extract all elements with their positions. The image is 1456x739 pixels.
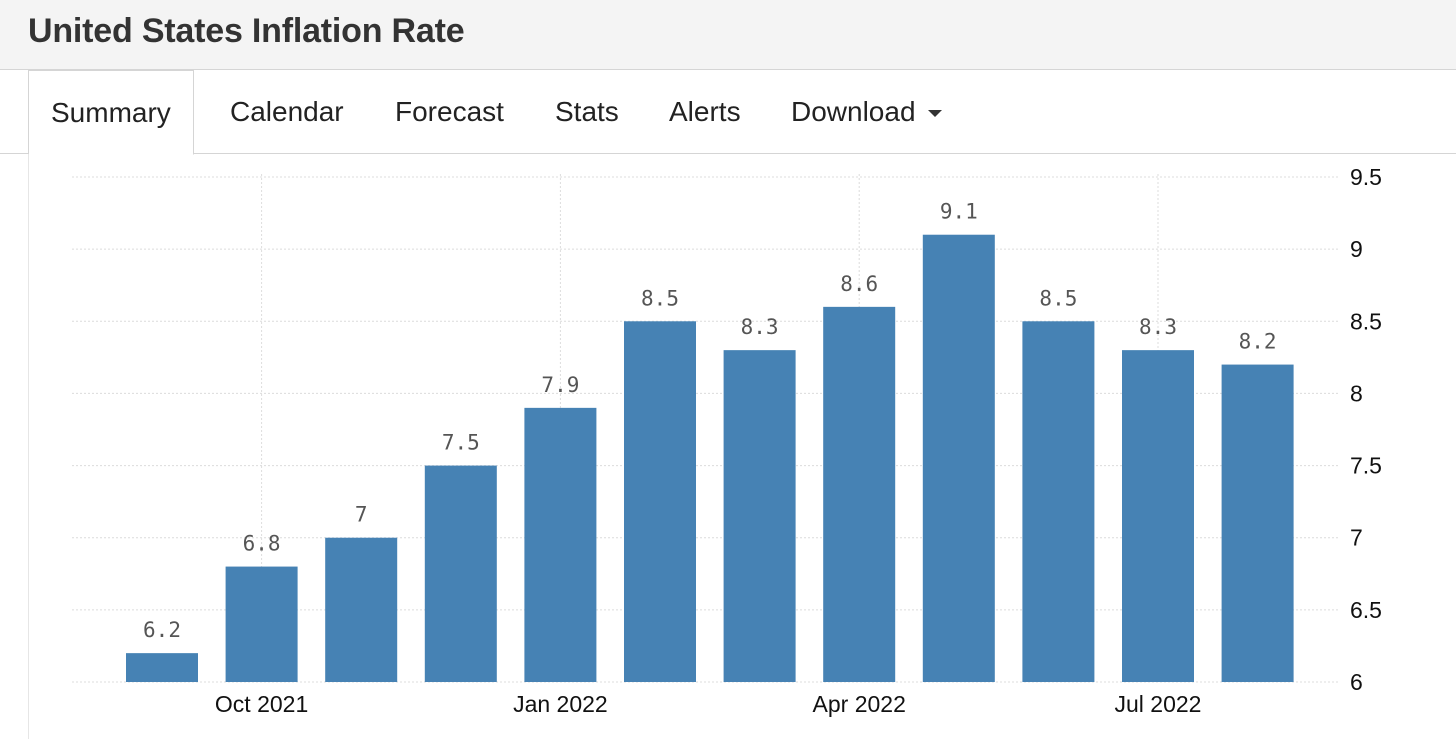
content-left-border [28, 154, 29, 739]
page-title: United States Inflation Rate [28, 12, 465, 50]
tab-bar: Summary Calendar Forecast Stats Alerts D… [0, 70, 1456, 155]
bar [922, 234, 995, 682]
bar [624, 321, 696, 682]
y-tick-label: 7.5 [1350, 453, 1382, 479]
page-header: United States Inflation Rate [0, 0, 1456, 70]
caret-down-icon [927, 110, 942, 118]
bar-value-label: 8.6 [840, 272, 878, 296]
bar [325, 537, 398, 682]
tab-summary[interactable]: Summary [28, 70, 194, 155]
tab-download[interactable]: Download [791, 70, 942, 154]
bar [1221, 364, 1294, 682]
bar [225, 566, 298, 682]
tab-alerts[interactable]: Alerts [669, 96, 741, 127]
bar-value-label: 8.3 [1139, 315, 1177, 339]
bar [424, 465, 497, 682]
bar [1122, 350, 1194, 682]
bar [823, 306, 896, 682]
y-tick-label: 9.5 [1350, 164, 1382, 190]
bar [524, 407, 597, 682]
y-tick-label: 7 [1350, 525, 1363, 551]
inflation-bar-chart: 6 6.5 7 7.5 8 8.5 9 9.5 Oct 2021 Jan 2022 Apr 2022… [72, 164, 1382, 717]
y-tick-label: 6 [1350, 669, 1363, 695]
bar-value-label: 6.2 [143, 618, 181, 642]
x-tick-label: Jan 2022 [513, 691, 608, 717]
bar-value-label: 6.8 [243, 532, 281, 556]
y-tick-label: 6.5 [1350, 597, 1382, 623]
bar-value-label: 9.1 [940, 200, 978, 224]
tab-download-label: Download [791, 96, 916, 127]
bar-value-label: 8.5 [641, 286, 679, 310]
bar [126, 653, 198, 682]
tab-calendar[interactable]: Calendar [230, 96, 344, 127]
bar-value-label: 7.9 [541, 373, 579, 397]
bar [1022, 321, 1095, 682]
tab-stats[interactable]: Stats [555, 96, 619, 127]
y-tick-label: 9 [1350, 236, 1363, 262]
bar-value-label: 7 [355, 503, 368, 527]
tab-forecast[interactable]: Forecast [395, 96, 504, 127]
bar-value-label: 8.3 [741, 315, 779, 339]
y-tick-label: 8.5 [1350, 308, 1382, 334]
bar [723, 350, 796, 682]
x-tick-label: Apr 2022 [813, 691, 906, 717]
y-tick-label: 8 [1350, 380, 1363, 406]
bar-value-label: 7.5 [442, 431, 480, 455]
x-tick-label: Oct 2021 [215, 691, 308, 717]
bar-value-label: 8.5 [1039, 286, 1077, 310]
bar-value-label: 8.2 [1239, 330, 1277, 354]
x-tick-label: Jul 2022 [1115, 691, 1202, 717]
